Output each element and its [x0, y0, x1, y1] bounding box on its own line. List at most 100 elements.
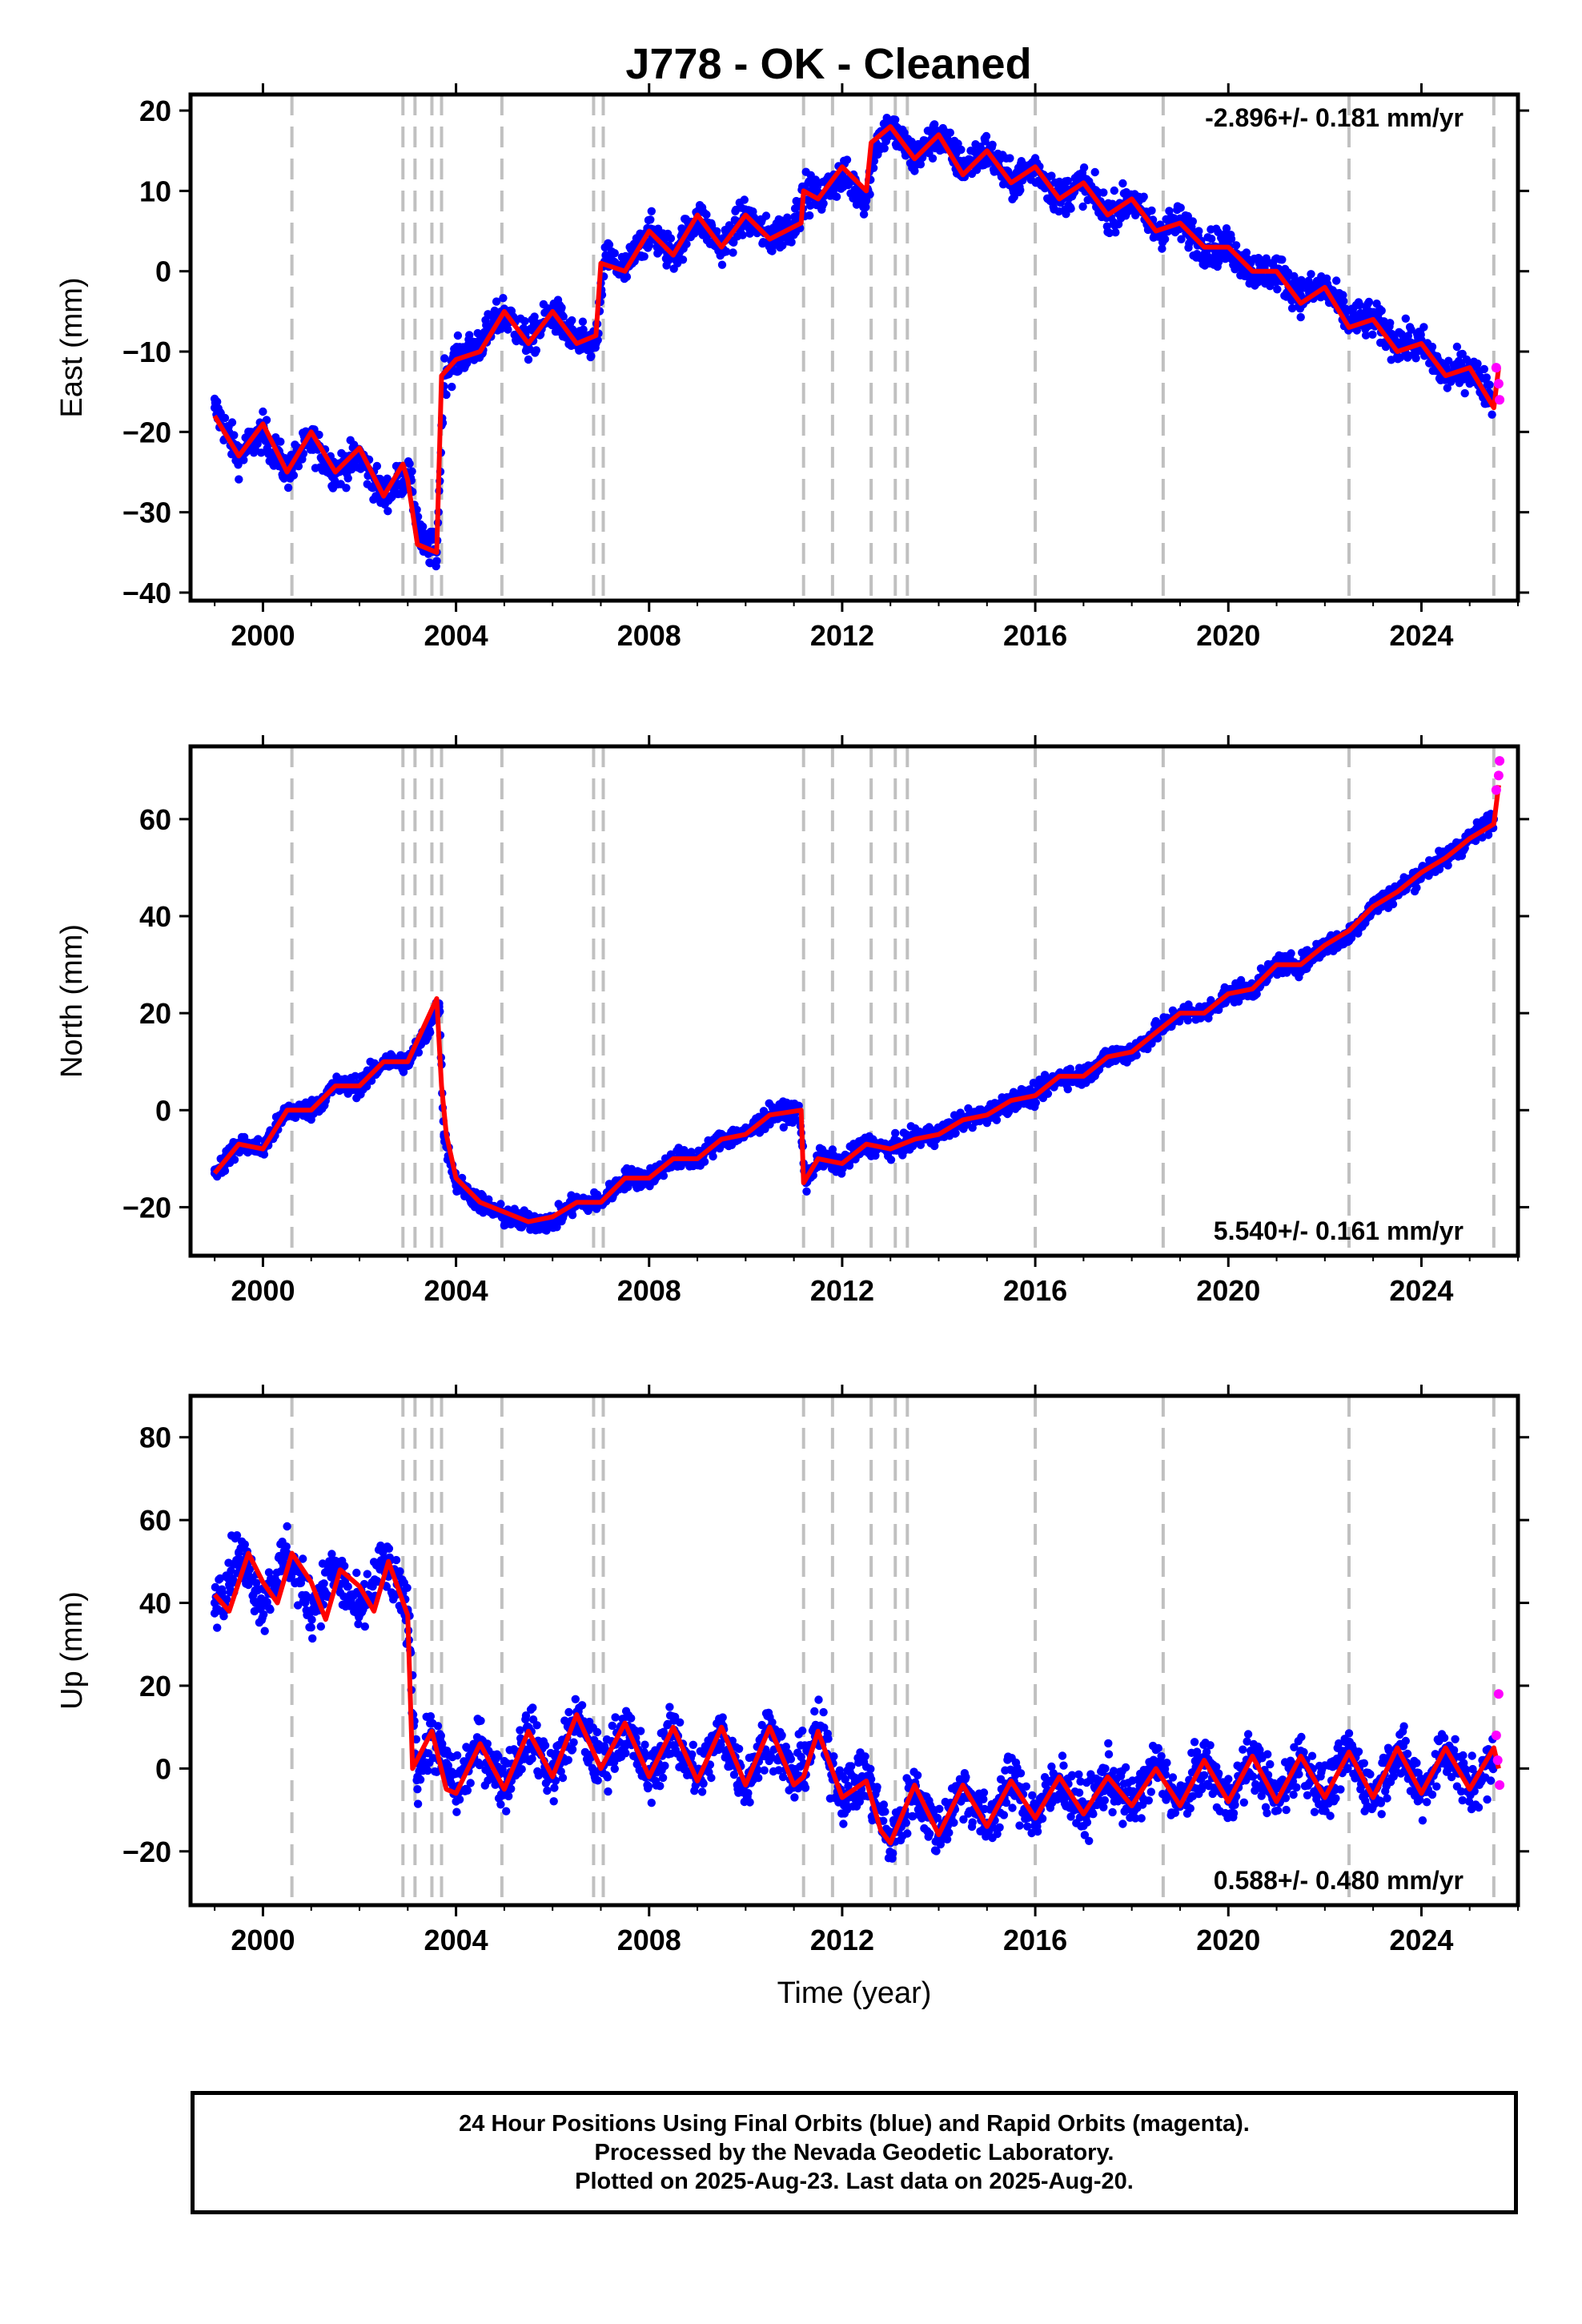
north-x-tick-label: 2016: [1003, 1274, 1067, 1307]
east-final-point: [283, 483, 293, 493]
east-rapid-point: [1491, 363, 1501, 373]
north-final-point: [254, 1135, 263, 1144]
east-final-point: [1118, 179, 1127, 188]
east-final-point: [1287, 304, 1297, 313]
east-final-point: [842, 155, 852, 164]
east-final-point: [1339, 296, 1348, 306]
east-final-point: [819, 199, 828, 208]
east-y-tick-label: 0: [155, 255, 171, 288]
east-final-point: [257, 448, 266, 457]
east-final-point: [805, 211, 814, 220]
east-rapid-point: [1495, 395, 1505, 405]
east-final-point: [1332, 276, 1341, 285]
east-final-point: [702, 210, 711, 219]
north-final-point: [351, 1072, 359, 1081]
north-final-point: [1443, 861, 1452, 870]
east-final-point: [1078, 202, 1087, 211]
east-x-tick-label: 2016: [1003, 619, 1067, 652]
figure-title: J778 - OK - Cleaned: [625, 40, 1031, 88]
up-final-point: [319, 1579, 328, 1588]
east-x-tick-label: 2024: [1389, 619, 1453, 652]
east-final-point: [928, 154, 938, 163]
east-x-tick-label: 2004: [424, 619, 488, 652]
east-final-point: [1047, 171, 1056, 180]
up-final-point: [316, 1622, 325, 1631]
north-x-tick-label: 2012: [810, 1274, 874, 1307]
east-final-point: [1158, 244, 1166, 253]
east-final-point: [1111, 228, 1120, 237]
up-plot-area: [210, 1396, 1505, 1905]
north-final-point: [1063, 1084, 1073, 1094]
east-final-point: [405, 459, 414, 468]
north-final-point: [1031, 1098, 1041, 1108]
north-y-tick-label: 20: [139, 997, 171, 1030]
north-final-point: [709, 1152, 717, 1161]
east-model-line: [212, 124, 1501, 555]
east-final-point: [1266, 282, 1275, 291]
east-final-point: [861, 195, 871, 203]
up-final-point: [466, 1779, 475, 1787]
east-final-point: [982, 131, 991, 141]
east-x-tick-label: 2000: [231, 619, 295, 652]
east-final-point: [1063, 176, 1073, 186]
east-final-point: [1364, 297, 1374, 307]
east-final-point: [869, 156, 879, 166]
east-final-point: [1488, 410, 1496, 419]
east-final-point: [578, 317, 588, 326]
east-final-point: [930, 120, 939, 129]
up-final-point: [452, 1751, 462, 1760]
north-final-point: [1287, 949, 1295, 958]
north-final-point: [496, 1200, 505, 1208]
east-final-point: [1006, 154, 1014, 163]
east-final-point: [1485, 380, 1494, 389]
east-final-point: [579, 325, 588, 334]
north-final-point: [1388, 899, 1398, 909]
north-rapid-point: [1495, 756, 1505, 766]
north-final-point: [779, 1123, 788, 1132]
east-final-point: [1242, 248, 1251, 257]
east-final-point: [601, 251, 610, 259]
up-final-point: [283, 1522, 291, 1531]
north-final-point: [423, 1028, 432, 1037]
east-final-point: [1411, 354, 1420, 363]
north-plot-area: [210, 746, 1505, 1256]
east-final-point: [1207, 235, 1216, 243]
up-final-point: [391, 1555, 401, 1565]
east-final-point: [778, 241, 787, 250]
east-final-point: [713, 227, 721, 235]
up-final-point: [273, 1578, 282, 1587]
east-panel: 2000 2004 2008 2012 2016 2020 2024−40−30−20−10…: [55, 83, 1529, 652]
up-final-point: [308, 1634, 317, 1643]
east-final-point: [787, 238, 796, 247]
up-final-point: [413, 1785, 422, 1794]
east-y-tick-label: 20: [139, 94, 171, 127]
north-final-point: [291, 1113, 300, 1123]
up-final-point: [452, 1807, 461, 1816]
up-final-point: [264, 1568, 274, 1577]
east-final-point: [740, 195, 749, 204]
east-final-point: [372, 461, 382, 471]
east-final-point: [717, 260, 727, 269]
east-final-point: [499, 294, 508, 303]
east-plot-area: [210, 94, 1505, 601]
up-final-point: [211, 1582, 220, 1592]
up-final-point: [382, 1582, 391, 1591]
north-final-point: [886, 1156, 896, 1164]
east-final-point: [463, 359, 472, 368]
east-final-point: [1066, 204, 1075, 213]
east-final-point: [419, 522, 428, 531]
east-final-point: [880, 144, 889, 153]
east-final-point: [640, 252, 648, 261]
east-final-point: [432, 557, 441, 565]
up-final-point: [260, 1626, 269, 1635]
up-final-point: [327, 1550, 336, 1558]
north-final-point: [568, 1211, 577, 1220]
up-panel: 2000 2004 2008 2012 2016 2020 2024−20020406080…: [55, 1385, 1529, 2010]
up-final-point: [218, 1588, 227, 1597]
up-final-point: [223, 1594, 231, 1604]
east-final-point: [587, 352, 596, 360]
east-y-tick-label: −40: [122, 577, 171, 609]
east-final-point: [1352, 326, 1362, 335]
east-final-point: [253, 440, 262, 448]
east-final-point: [988, 140, 997, 149]
